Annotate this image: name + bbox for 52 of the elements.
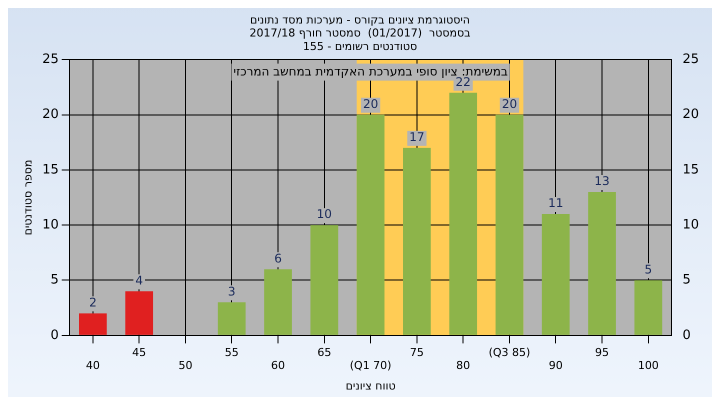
x-tick-label: (Q1 70) <box>350 359 392 372</box>
x-axis-title: טווח ציונים <box>346 379 396 392</box>
y2-tick-label: 25 <box>682 52 700 67</box>
bar <box>79 313 107 335</box>
data-label: 5 <box>644 262 652 276</box>
chart-title: היסטוגרמת ציונים בקורס - מערכות מסד נתונים בסמסטר (01/2017) סמסטר חורף 2017/18 סטודנטים רשומים - 155 <box>250 13 470 53</box>
bar <box>449 92 478 335</box>
x-tick-label: 90 <box>548 359 563 372</box>
data-label: 17 <box>409 130 425 144</box>
y2-tick-label: 5 <box>682 272 691 288</box>
x-tick-label: 75 <box>410 346 424 359</box>
data-label: 3 <box>228 284 236 298</box>
bar <box>634 280 662 335</box>
x-tick-label: 65 <box>317 346 332 359</box>
bar <box>310 225 338 335</box>
x-tick-label: 50 <box>178 359 192 372</box>
data-label: 20 <box>362 96 378 111</box>
data-label: 13 <box>594 174 610 188</box>
x-tick-label: 95 <box>595 346 610 359</box>
bar <box>403 148 431 335</box>
bar <box>356 114 384 335</box>
x-tick-label: 80 <box>456 359 470 372</box>
bar <box>588 192 616 335</box>
bar <box>264 269 292 335</box>
data-label: 2 <box>89 295 97 310</box>
x-tick-label: 40 <box>86 359 100 372</box>
y-tick-label: 0 <box>50 328 59 343</box>
x-tick-label: 45 <box>132 346 146 359</box>
y2-tick-label: 20 <box>682 107 700 122</box>
y-tick-label: 5 <box>50 272 59 288</box>
data-label: 11 <box>548 196 564 210</box>
bar <box>125 291 154 335</box>
y2-tick-label: 0 <box>682 328 691 343</box>
data-label: 4 <box>135 273 143 288</box>
data-label: 6 <box>274 251 282 266</box>
data-label: 10 <box>316 207 332 222</box>
x-tick-label: 60 <box>271 359 286 372</box>
bar <box>218 302 246 335</box>
x-tick-label: 55 <box>224 346 239 359</box>
y-tick-label: 10 <box>42 217 59 232</box>
y2-tick-label: 10 <box>682 217 700 232</box>
y-tick-label: 25 <box>42 52 59 67</box>
y2-tick-label: 15 <box>682 162 700 178</box>
bar <box>542 214 570 335</box>
data-label: 20 <box>502 96 518 111</box>
x-tick-label: 100 <box>638 359 659 372</box>
data-label: 22 <box>456 74 471 89</box>
bar <box>496 114 524 335</box>
y-tick-label: 20 <box>42 107 59 122</box>
y-axis-title: מספר סטודנטים <box>21 160 34 236</box>
x-tick-label: (Q3 85) <box>488 346 530 359</box>
y-tick-label: 15 <box>42 162 59 178</box>
